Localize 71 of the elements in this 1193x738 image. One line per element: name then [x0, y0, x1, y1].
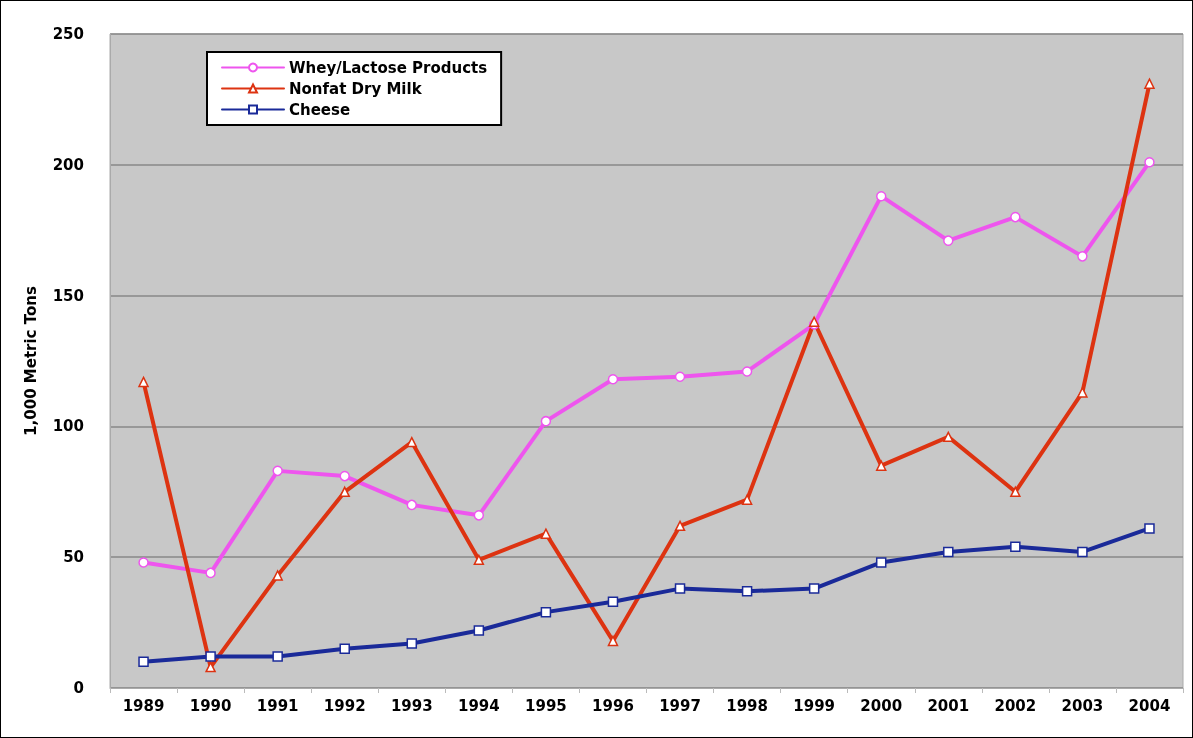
x-tick-label: 1998 [726, 696, 768, 715]
point [875, 557, 887, 568]
point [943, 546, 954, 558]
legend-label: Nonfat Dry Milk [289, 79, 423, 98]
point [741, 366, 753, 377]
legend-label: Cheese [289, 100, 351, 119]
y-tick-label: 250 [52, 25, 84, 43]
point [205, 651, 216, 662]
point [875, 190, 887, 202]
point [473, 510, 485, 521]
x-tick-label: 2004 [1128, 696, 1171, 715]
y-tick-label: 150 [52, 286, 84, 305]
point [674, 520, 686, 532]
x-tick-label: 2002 [994, 696, 1037, 715]
y-tick-label: 200 [52, 155, 84, 174]
point [607, 635, 619, 647]
point [1144, 156, 1155, 168]
point [406, 499, 418, 511]
point [205, 661, 216, 673]
point [272, 570, 283, 581]
point [473, 554, 485, 566]
point [406, 436, 418, 448]
x-tick-label: 2000 [860, 696, 903, 715]
point [875, 460, 887, 471]
point [1144, 523, 1155, 534]
point [808, 583, 820, 594]
point [943, 235, 954, 246]
point [607, 596, 619, 607]
point [1010, 541, 1021, 552]
y-axis-title: 1,000 Metric Tons [21, 286, 40, 436]
point [205, 567, 216, 579]
x-tick-label: 2001 [927, 696, 970, 715]
point [406, 638, 418, 649]
point [1077, 387, 1088, 398]
point [339, 643, 350, 655]
x-tick-label: 1989 [122, 696, 165, 715]
y-tick-label: 0 [73, 679, 84, 697]
point [540, 415, 552, 427]
point [1144, 78, 1155, 89]
x-tick-label: 1993 [390, 696, 433, 715]
point [674, 583, 686, 594]
point [473, 625, 485, 636]
point [138, 656, 149, 668]
x-tick-label: 1996 [592, 696, 634, 715]
x-tick-label: 1991 [256, 696, 299, 715]
y-tick-label: 50 [63, 548, 84, 567]
point [1010, 486, 1021, 498]
point [1077, 546, 1088, 558]
point [540, 528, 552, 539]
x-tick-label: 1990 [189, 696, 232, 715]
point [272, 465, 283, 477]
point [1077, 251, 1088, 262]
point [540, 606, 552, 618]
point [138, 557, 149, 568]
point [607, 374, 619, 385]
point [674, 371, 686, 382]
point [138, 376, 149, 388]
x-tick-label: 2003 [1061, 696, 1104, 715]
point [272, 651, 283, 662]
point [339, 486, 350, 498]
y-tick-label: 100 [52, 417, 84, 436]
point [339, 470, 350, 482]
x-tick-label: 1999 [793, 696, 836, 715]
x-tick-label: 1997 [659, 696, 701, 715]
legend-label: Whey/Lactose Products [289, 58, 488, 77]
x-tick-label: 1992 [323, 696, 366, 715]
x-tick-label: 1995 [525, 696, 567, 715]
x-tick-label: 1994 [457, 696, 500, 715]
point [741, 494, 753, 505]
point [1010, 211, 1021, 223]
point [741, 585, 753, 597]
